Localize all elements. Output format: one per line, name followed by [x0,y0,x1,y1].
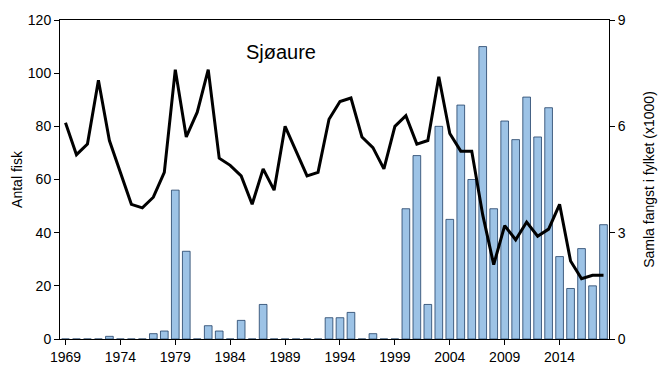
svg-text:9: 9 [618,12,626,28]
svg-text:Antal fisk: Antal fisk [9,150,25,208]
svg-text:Sjøaure: Sjøaure [246,41,316,63]
svg-text:120: 120 [28,12,52,28]
svg-text:2004: 2004 [434,349,465,365]
svg-text:6: 6 [618,118,626,134]
svg-text:2009: 2009 [489,349,520,365]
svg-text:Samla fangst i fylket (x1000): Samla fangst i fylket (x1000) [641,91,657,268]
svg-text:40: 40 [36,225,52,241]
svg-text:2014: 2014 [544,349,575,365]
svg-text:3: 3 [618,225,626,241]
svg-text:0: 0 [43,331,51,347]
svg-text:1989: 1989 [270,349,301,365]
svg-text:0: 0 [618,331,626,347]
svg-text:1999: 1999 [379,349,410,365]
svg-text:1969: 1969 [50,349,81,365]
svg-text:100: 100 [28,65,52,81]
svg-text:80: 80 [36,118,52,134]
svg-text:1974: 1974 [105,349,136,365]
svg-text:60: 60 [36,171,52,187]
svg-text:1994: 1994 [324,349,355,365]
svg-text:1984: 1984 [215,349,246,365]
svg-text:1979: 1979 [160,349,191,365]
svg-text:20: 20 [36,278,52,294]
